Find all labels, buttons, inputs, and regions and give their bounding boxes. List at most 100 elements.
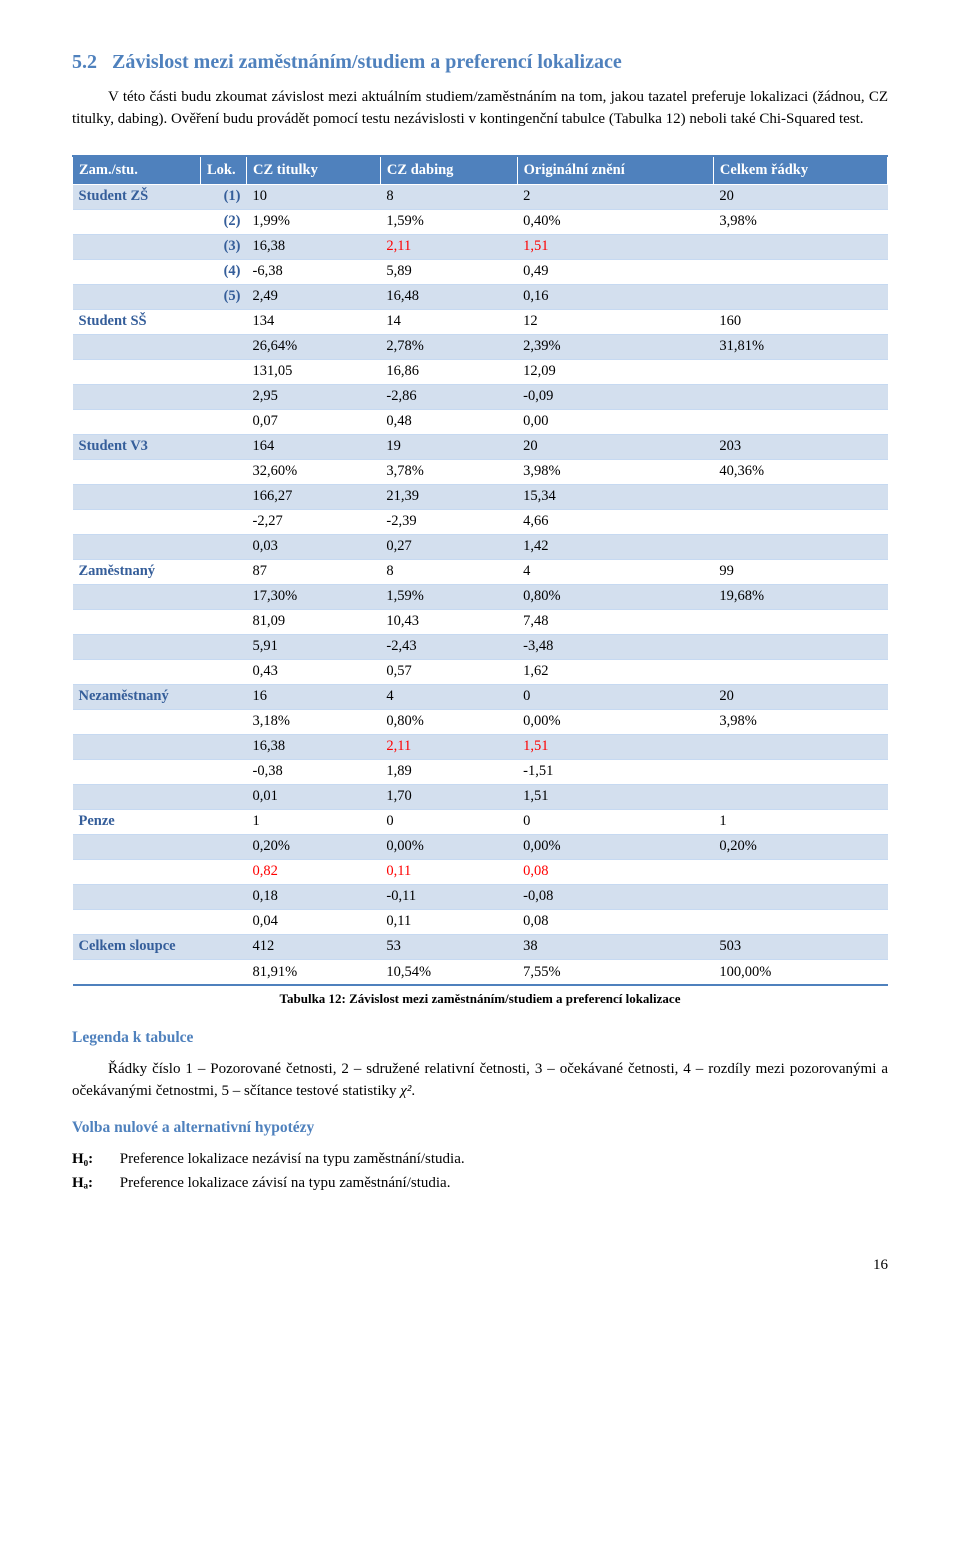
- table-cell: 16,38: [247, 734, 381, 759]
- row-group-label: [73, 409, 201, 434]
- table-cell: 16: [247, 684, 381, 709]
- table-row: Zaměstnaný878499: [73, 559, 888, 584]
- row-group-label: [73, 634, 201, 659]
- table-cell: 1: [713, 809, 887, 834]
- row-tag: [201, 409, 247, 434]
- legend-paragraph: Řádky číslo 1 – Pozorované četnosti, 2 –…: [72, 1059, 888, 1103]
- row-tag: [201, 434, 247, 459]
- table-cell: 87: [247, 559, 381, 584]
- row-tag: [201, 509, 247, 534]
- table-cell: 7,55%: [517, 960, 713, 986]
- table-cell: 0,03: [247, 534, 381, 559]
- table-cell: 2,78%: [380, 334, 517, 359]
- table-cell: 3,78%: [380, 459, 517, 484]
- table-cell: 12: [517, 309, 713, 334]
- table-cell: 1,62: [517, 659, 713, 684]
- table-row: Student ZŠ(1)108220: [73, 184, 888, 209]
- table-cell: 10,43: [380, 609, 517, 634]
- table-cell: -1,51: [517, 759, 713, 784]
- table-row: Celkem sloupce4125338503: [73, 934, 888, 959]
- table-cell: 2: [517, 184, 713, 209]
- table-cell: 0,04: [247, 909, 381, 934]
- table-row: (2)1,99%1,59%0,40%3,98%: [73, 209, 888, 234]
- row-tag: (1): [201, 184, 247, 209]
- table-cell: 5,89: [380, 259, 517, 284]
- table-cell: 0,00: [517, 409, 713, 434]
- row-tag: (4): [201, 259, 247, 284]
- row-tag: [201, 809, 247, 834]
- table-cell: -3,48: [517, 634, 713, 659]
- table-cell: -0,38: [247, 759, 381, 784]
- row-group-label: [73, 834, 201, 859]
- table-cell: 0,00%: [517, 834, 713, 859]
- table-row: (4)-6,385,890,49: [73, 259, 888, 284]
- row-group-label: [73, 234, 201, 259]
- row-tag: [201, 884, 247, 909]
- table-cell: 4: [517, 559, 713, 584]
- table-row: Student V31641920203: [73, 434, 888, 459]
- table-row: 2,95-2,86-0,09: [73, 384, 888, 409]
- table-cell: 0,18: [247, 884, 381, 909]
- table-cell: 1,89: [380, 759, 517, 784]
- legend-after: .: [411, 1083, 415, 1099]
- table-cell: 2,11: [380, 234, 517, 259]
- row-tag: [201, 909, 247, 934]
- row-group-label: [73, 709, 201, 734]
- table-cell: [713, 634, 887, 659]
- table-cell: [713, 409, 887, 434]
- table-cell: 0,08: [517, 859, 713, 884]
- table-cell: 0,57: [380, 659, 517, 684]
- table-cell: -2,39: [380, 509, 517, 534]
- table-cell: 0,07: [247, 409, 381, 434]
- row-tag: (3): [201, 234, 247, 259]
- table-cell: 10,54%: [380, 960, 517, 986]
- table-row: 26,64%2,78%2,39%31,81%: [73, 334, 888, 359]
- table-row: Penze1001: [73, 809, 888, 834]
- table-row: 3,18%0,80%0,00%3,98%: [73, 709, 888, 734]
- table-caption: Tabulka 12: Závislost mezi zaměstnáním/s…: [72, 990, 888, 1009]
- table-cell: 38: [517, 934, 713, 959]
- row-group-label: [73, 284, 201, 309]
- table-cell: 26,64%: [247, 334, 381, 359]
- intro-paragraph: V této části budu zkoumat závislost mezi…: [72, 87, 888, 131]
- table-row: 5,91-2,43-3,48: [73, 634, 888, 659]
- table-cell: 1,99%: [247, 209, 381, 234]
- table-cell: [713, 609, 887, 634]
- table-cell: [713, 234, 887, 259]
- table-cell: [713, 359, 887, 384]
- heading-text: Závislost mezi zaměstnáním/studiem a pre…: [112, 51, 622, 73]
- table-cell: 203: [713, 434, 887, 459]
- table-cell: 0: [517, 809, 713, 834]
- table-cell: 0,49: [517, 259, 713, 284]
- table-cell: 1,70: [380, 784, 517, 809]
- table-cell: 20: [713, 184, 887, 209]
- table-cell: 16,38: [247, 234, 381, 259]
- h0-row: H₀: Preference lokalizace nezávisí na ty…: [72, 1149, 888, 1171]
- table-cell: 3,98%: [713, 209, 887, 234]
- table-header-cell: Originální znění: [517, 156, 713, 185]
- row-group-label: [73, 484, 201, 509]
- h0-text: Preference lokalizace nezávisí na typu z…: [120, 1151, 465, 1167]
- row-tag: [201, 859, 247, 884]
- row-group-label: [73, 259, 201, 284]
- table-body: Student ZŠ(1)108220(2)1,99%1,59%0,40%3,9…: [73, 184, 888, 985]
- row-group-label: Student SŠ: [73, 309, 201, 334]
- heading-number: 5.2: [72, 51, 97, 73]
- table-cell: 0,20%: [713, 834, 887, 859]
- table-cell: [713, 509, 887, 534]
- row-tag: [201, 734, 247, 759]
- table-header-row: Zam./stu.Lok.CZ titulkyCZ dabingOriginál…: [73, 156, 888, 185]
- row-group-label: [73, 960, 201, 986]
- contingency-table: Zam./stu.Lok.CZ titulkyCZ dabingOriginál…: [72, 155, 888, 987]
- table-cell: 40,36%: [713, 459, 887, 484]
- table-cell: 0: [380, 809, 517, 834]
- table-cell: 0,80%: [380, 709, 517, 734]
- table-row: 0,18-0,11-0,08: [73, 884, 888, 909]
- table-cell: 32,60%: [247, 459, 381, 484]
- ha-text: Preference lokalizace závisí na typu zam…: [120, 1175, 451, 1191]
- table-cell: 3,98%: [713, 709, 887, 734]
- row-group-label: [73, 584, 201, 609]
- table-cell: 0,00%: [517, 709, 713, 734]
- table-cell: 10: [247, 184, 381, 209]
- table-cell: 8: [380, 184, 517, 209]
